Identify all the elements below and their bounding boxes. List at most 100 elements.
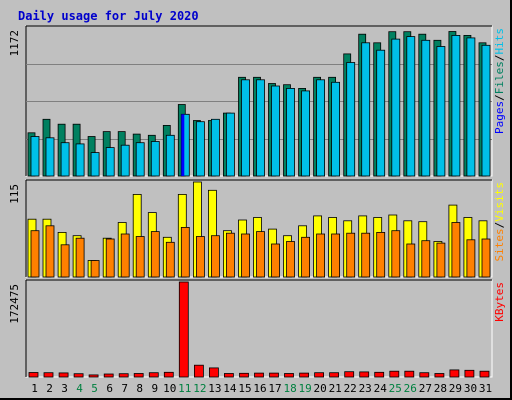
panel-max-label: 115 bbox=[8, 184, 21, 204]
bar-hits-day-27 bbox=[421, 39, 431, 177]
x-tick-label-day-22: 22 bbox=[344, 382, 357, 395]
bar-sites-day-8 bbox=[135, 236, 145, 278]
x-tick-label-day-19: 19 bbox=[298, 382, 311, 395]
legend-entry: / bbox=[493, 222, 506, 229]
bar-pages-day-11 bbox=[181, 114, 185, 176]
legend-entry: Hits bbox=[493, 28, 506, 55]
bar-hits-day-29 bbox=[451, 35, 461, 177]
panel-background bbox=[25, 279, 493, 378]
x-tick-label-day-8: 8 bbox=[136, 382, 143, 395]
bar-hits-day-20 bbox=[316, 79, 326, 177]
chart-title: Daily usage for July 2020 bbox=[18, 9, 199, 23]
bar-hits-day-30 bbox=[466, 37, 476, 177]
bar-sites-day-6 bbox=[105, 238, 115, 278]
bar-hits-day-7 bbox=[120, 144, 130, 177]
bar-hits-day-6 bbox=[105, 147, 115, 177]
bar-kbytes-day-8 bbox=[133, 373, 144, 378]
bar-sites-day-28 bbox=[436, 242, 446, 278]
x-axis-labels: 1 2 3 4 5 6 7 8 9 10 11 12 13 14 15 16 17 18 19 20 21 22 23 24 2… bbox=[31, 382, 492, 395]
legend-entry: / bbox=[493, 94, 506, 101]
bar-hits-day-3 bbox=[60, 142, 70, 177]
legend-entry: KBytes bbox=[493, 282, 506, 322]
x-tick-label-day-31: 31 bbox=[479, 382, 492, 395]
bar-hits-day-10 bbox=[165, 134, 175, 177]
bar-kbytes-day-3 bbox=[58, 372, 69, 378]
x-tick-label-day-9: 9 bbox=[151, 382, 158, 395]
x-tick-label-day-17: 17 bbox=[268, 382, 281, 395]
bar-sites-day-22 bbox=[346, 232, 356, 278]
x-tick-label-day-2: 2 bbox=[46, 382, 53, 395]
bar-hits-day-21 bbox=[331, 81, 341, 177]
bar-sites-day-23 bbox=[361, 232, 371, 278]
bar-hits-day-28 bbox=[436, 46, 446, 177]
panel-mid: 115 Sites/Visits bbox=[8, 179, 506, 278]
bar-sites-day-25 bbox=[391, 230, 401, 278]
bar-kbytes-day-20 bbox=[314, 372, 325, 378]
x-tick-label-day-24: 24 bbox=[374, 382, 388, 395]
bar-kbytes-day-23 bbox=[359, 371, 370, 378]
bar-hits-day-2 bbox=[45, 137, 55, 177]
x-tick-label-day-1: 1 bbox=[31, 382, 38, 395]
legend-entry: Pages bbox=[493, 101, 506, 134]
x-tick-label-day-27: 27 bbox=[419, 382, 432, 395]
x-tick-label-day-4: 4 bbox=[76, 382, 83, 395]
bar-sites-day-27 bbox=[421, 240, 431, 278]
bar-kbytes-day-13 bbox=[208, 367, 219, 378]
bar-sites-day-3 bbox=[60, 244, 70, 278]
chart-panels: 1172Pages/Files/Hits115Sites/Visits17247… bbox=[8, 25, 506, 378]
bar-sites-day-15 bbox=[241, 233, 250, 278]
bar-sites-day-26 bbox=[406, 243, 416, 278]
bar-sites-day-13 bbox=[210, 235, 220, 278]
legend-entry: Files bbox=[493, 61, 506, 94]
bar-kbytes-day-29 bbox=[449, 369, 460, 378]
bar-kbytes-day-14 bbox=[223, 373, 234, 378]
bar-kbytes-day-18 bbox=[284, 373, 294, 378]
bar-hits-day-18 bbox=[286, 88, 295, 177]
bar-kbytes-day-25 bbox=[389, 370, 400, 378]
bar-kbytes-day-15 bbox=[239, 372, 249, 378]
bar-sites-day-31 bbox=[481, 238, 491, 278]
bar-kbytes-day-6 bbox=[103, 373, 114, 378]
bar-sites-day-9 bbox=[150, 231, 160, 278]
bar-sites-day-20 bbox=[316, 233, 326, 278]
bar-kbytes-day-4 bbox=[73, 373, 84, 378]
bar-sites-day-21 bbox=[331, 233, 341, 278]
x-tick-label-day-18: 18 bbox=[283, 382, 296, 395]
panel-legend: Sites/Visits bbox=[493, 182, 506, 262]
x-tick-label-day-6: 6 bbox=[106, 382, 113, 395]
bar-sites-day-17 bbox=[271, 243, 280, 278]
bar-sites-day-19 bbox=[301, 236, 311, 278]
bar-sites-day-29 bbox=[451, 222, 461, 278]
x-tick-label-day-7: 7 bbox=[121, 382, 128, 395]
bar-hits-day-19 bbox=[301, 90, 311, 177]
bar-hits-day-16 bbox=[256, 79, 265, 177]
bar-sites-day-16 bbox=[256, 231, 265, 278]
bar-hits-day-4 bbox=[75, 143, 85, 177]
bar-hits-day-12 bbox=[195, 121, 205, 177]
x-tick-label-day-26: 26 bbox=[404, 382, 417, 395]
x-tick-label-day-15: 15 bbox=[238, 382, 251, 395]
bar-kbytes-day-12 bbox=[193, 364, 204, 378]
x-tick-label-day-29: 29 bbox=[449, 382, 462, 395]
bar-kbytes-day-30 bbox=[464, 369, 475, 378]
panel-legend: KBytes bbox=[493, 282, 506, 322]
bar-hits-day-24 bbox=[376, 49, 386, 177]
panel-bot: 172475 KBytes bbox=[8, 279, 506, 378]
bar-hits-day-26 bbox=[406, 36, 416, 177]
panel-max-label: 172475 bbox=[8, 284, 21, 324]
x-tick-label-day-30: 30 bbox=[464, 382, 477, 395]
bar-kbytes-day-31 bbox=[479, 370, 490, 378]
bar-kbytes-day-19 bbox=[299, 372, 310, 378]
bar-hits-day-9 bbox=[150, 141, 160, 177]
bar-kbytes-day-16 bbox=[254, 372, 264, 378]
bar-sites-day-30 bbox=[466, 239, 476, 278]
x-tick-label-day-10: 10 bbox=[163, 382, 176, 395]
panel-legend: Pages/Files/Hits bbox=[493, 28, 506, 134]
bar-kbytes-day-2 bbox=[43, 372, 54, 378]
bar-kbytes-day-24 bbox=[374, 371, 385, 378]
bar-hits-day-25 bbox=[391, 38, 401, 177]
bar-kbytes-day-27 bbox=[419, 372, 430, 378]
